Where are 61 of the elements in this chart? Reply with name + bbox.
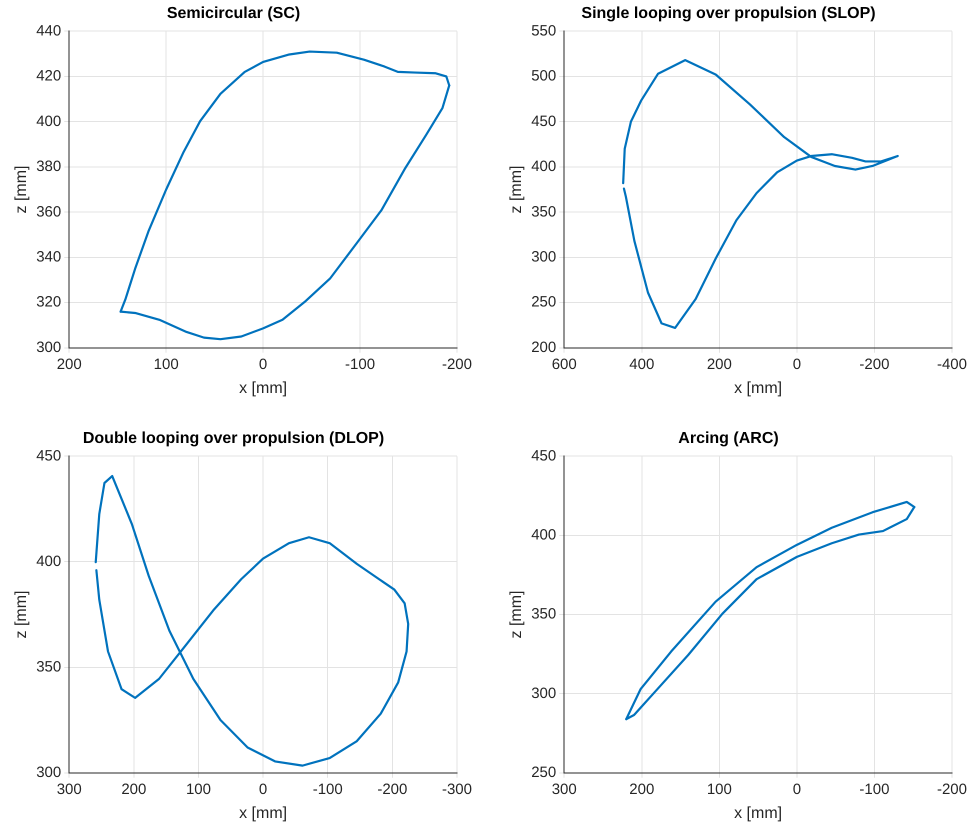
x-axis-title: x [mm] [734,380,782,397]
y-axis-title: z [mm] [13,590,30,638]
x-tick-label: -200 [936,780,968,798]
x-tick-label: -300 [442,780,472,798]
chart-title: Double looping over propulsion (DLOP) [82,430,384,448]
y-tick-label: 350 [531,606,556,623]
y-tick-label: 450 [531,447,556,464]
y-tick-label: 250 [531,294,556,311]
chart-title: Arcing (ARC) [678,430,779,448]
y-tick-label: 320 [36,294,62,311]
y-tick-label: 500 [531,68,556,85]
x-tick-label: 0 [792,356,802,373]
chart-title: Semicircular (SC) [166,5,300,22]
y-tick-label: 200 [531,338,556,356]
y-tick-label: 350 [531,203,556,220]
y-tick-label: 420 [36,68,62,85]
y-tick-label: 340 [36,248,62,266]
x-tick-label: -200 [377,780,408,798]
y-tick-label: 360 [36,203,62,220]
x-tick-label: -400 [936,356,968,373]
x-tick-label: -200 [859,356,890,373]
y-tick-label: 450 [36,447,62,464]
x-tick-label: 600 [552,356,577,373]
y-tick-label: 350 [36,658,62,676]
x-tick-label: 200 [121,780,146,798]
y-tick-label: 400 [36,552,62,570]
x-axis-title: x [mm] [239,804,288,822]
x-tick-label: 400 [629,356,654,373]
y-tick-label: 250 [531,764,556,781]
x-axis-title: x [mm] [239,380,288,397]
x-tick-label: -100 [345,356,376,373]
y-tick-label: 550 [531,22,556,40]
y-tick-label: 400 [531,526,556,544]
y-tick-label: 400 [531,158,556,176]
y-axis-title: z [mm] [13,166,30,214]
x-tick-label: 200 [629,780,654,798]
y-tick-label: 300 [36,338,62,356]
x-tick-label: 100 [706,780,732,798]
x-tick-label: 300 [56,780,82,798]
y-axis-title: z [mm] [508,590,526,638]
x-tick-label: 100 [154,356,179,373]
x-tick-label: 200 [56,356,82,373]
x-tick-label: -200 [442,356,472,373]
x-tick-label: 0 [792,780,802,798]
chart-title: Single looping over propulsion (SLOP) [581,5,876,22]
y-tick-label: 400 [36,112,62,130]
y-tick-label: 300 [531,684,556,702]
y-tick-label: 440 [36,22,62,40]
x-tick-label: 0 [258,780,268,798]
x-tick-label: 0 [258,356,268,373]
x-tick-label: -100 [312,780,343,798]
x-tick-label: 100 [186,780,211,798]
x-tick-label: 200 [706,356,732,373]
x-tick-label: 300 [552,780,577,798]
y-tick-label: 300 [531,248,556,266]
y-tick-label: 380 [36,158,62,176]
y-axis-title: z [mm] [508,166,526,214]
y-tick-label: 300 [36,764,62,781]
x-axis-title: x [mm] [734,804,782,822]
y-tick-label: 450 [531,112,556,130]
x-tick-label: -100 [859,780,890,798]
